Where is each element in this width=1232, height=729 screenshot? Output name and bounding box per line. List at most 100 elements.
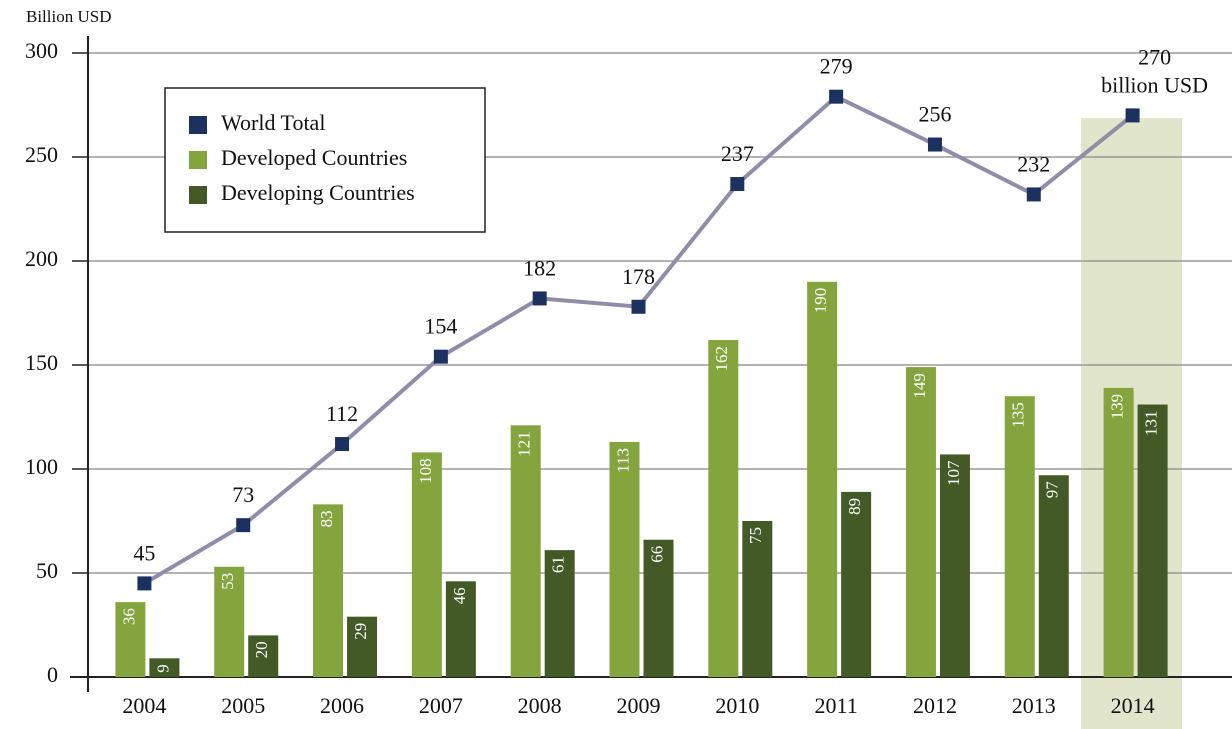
legend-box: [164, 87, 486, 233]
bar-value-label: 46: [450, 587, 469, 604]
line-value-label-line: 232: [1017, 151, 1050, 176]
bar: [510, 425, 541, 677]
line-value-label: 270 billion USD: [1101, 44, 1208, 97]
line-value-label: 182: [523, 255, 556, 280]
y-tick-label: 250: [25, 142, 58, 167]
line-value-label: 112: [326, 401, 358, 426]
line-value-label-line: 45: [133, 540, 155, 565]
line-value-label: 178: [622, 264, 655, 289]
x-tick-label: 2013: [1012, 693, 1056, 718]
line-value-label: 256: [918, 102, 951, 127]
x-tick-label: 2008: [518, 693, 562, 718]
line-marker: [335, 437, 350, 452]
bar: [115, 602, 146, 677]
bar-value-label: 190: [811, 288, 830, 314]
x-tick-label: 2005: [221, 693, 265, 718]
x-tick-label: 2006: [320, 693, 364, 718]
bar: [544, 550, 575, 677]
x-tick-label: 2009: [617, 693, 661, 718]
line-marker: [236, 518, 251, 533]
line-value-label-line: billion USD: [1101, 72, 1208, 97]
line-marker: [927, 137, 942, 152]
bar: [841, 491, 872, 677]
line-value-label-line: 237: [721, 141, 754, 166]
y-tick-label: 150: [25, 350, 58, 375]
bar: [149, 658, 180, 677]
line-value-label-line: 270: [1138, 44, 1171, 69]
line-marker: [1026, 187, 1041, 202]
bar-value-label: 20: [252, 641, 271, 658]
bar: [905, 367, 936, 677]
line-value-label-line: 178: [622, 264, 655, 289]
line-marker: [1125, 108, 1140, 123]
bar-value-label: 162: [712, 346, 731, 372]
bar-value-label: 53: [218, 573, 237, 590]
line-value-label: 232: [1017, 151, 1050, 176]
y-tick-label: 100: [25, 454, 58, 479]
bar: [313, 504, 344, 677]
bar-value-label: 107: [944, 460, 963, 486]
bar: [411, 452, 442, 677]
x-tick-label: 2010: [715, 693, 759, 718]
x-tick-label: 2014: [1111, 693, 1155, 718]
bar-value-label: 121: [515, 431, 534, 457]
line-value-label: 237: [721, 141, 754, 166]
bar: [248, 635, 279, 677]
line-marker: [631, 299, 646, 314]
bar-value-label: 139: [1107, 394, 1126, 420]
line-marker: [532, 291, 547, 306]
bar: [742, 521, 773, 677]
bar-value-label: 149: [910, 373, 929, 399]
line-value-label: 154: [424, 314, 457, 339]
bar: [1004, 396, 1035, 677]
bar-value-label: 97: [1043, 481, 1062, 499]
bar: [643, 539, 674, 677]
bar-value-label: 29: [351, 623, 370, 640]
bar: [609, 441, 640, 677]
line-value-label-line: 279: [820, 54, 853, 79]
line-marker: [829, 89, 844, 104]
y-tick-label: 0: [47, 662, 58, 687]
line-value-label: 279: [820, 54, 853, 79]
bar: [1137, 404, 1168, 677]
bar: [807, 281, 838, 677]
bar-value-label: 75: [746, 527, 765, 544]
bar-value-label: 108: [416, 458, 435, 484]
bar-value-label: 89: [845, 498, 864, 515]
line-value-label: 45: [133, 540, 155, 565]
bar-value-label: 135: [1009, 402, 1028, 428]
bar: [939, 454, 970, 677]
line-value-label-line: 154: [424, 314, 457, 339]
line-marker: [730, 177, 745, 192]
line-marker: [137, 576, 152, 591]
x-tick-label: 2007: [419, 693, 463, 718]
line-marker: [433, 349, 448, 364]
bar-value-label: 61: [549, 556, 568, 573]
bar: [1038, 475, 1069, 677]
legend-label: Developing Countries: [221, 180, 415, 205]
bar: [445, 581, 476, 677]
x-tick-label: 2004: [122, 693, 166, 718]
line-value-label-line: 256: [918, 102, 951, 127]
y-axis-label: Billion USD: [26, 7, 112, 26]
y-tick-label: 300: [25, 38, 58, 63]
y-tick-label: 200: [25, 246, 58, 271]
line-value-label-line: 73: [232, 482, 254, 507]
legend-swatch: [189, 116, 207, 134]
legend-swatch: [189, 151, 207, 169]
y-tick-label: 50: [36, 558, 58, 583]
bar-value-label: 83: [317, 510, 336, 527]
legend-label: Developed Countries: [221, 145, 407, 170]
line-value-label: 73: [232, 482, 254, 507]
bar: [708, 340, 739, 677]
bar: [347, 616, 378, 677]
legend-label: World Total: [221, 110, 325, 135]
x-tick-label: 2011: [815, 693, 858, 718]
bar-value-label: 113: [613, 448, 632, 473]
line-value-label-line: 182: [523, 255, 556, 280]
line-value-label-line: 112: [326, 401, 358, 426]
bar-value-label: 131: [1141, 411, 1160, 437]
bar-value-label: 66: [647, 546, 666, 563]
